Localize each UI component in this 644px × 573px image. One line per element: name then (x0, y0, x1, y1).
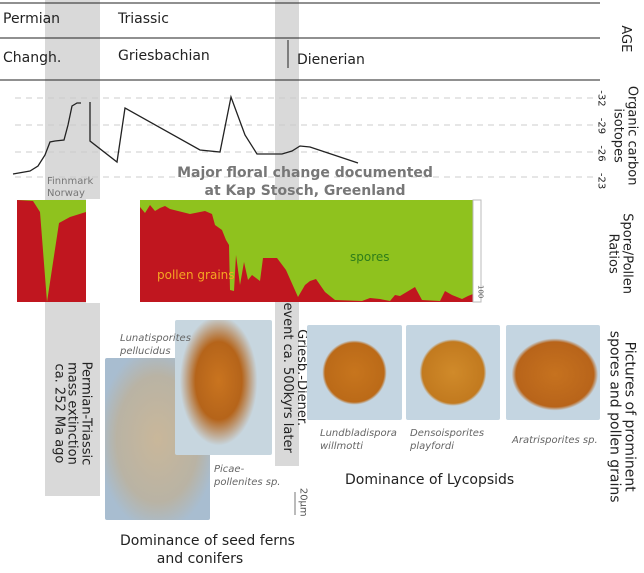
ext-2: mass extinction (64, 362, 80, 465)
species-aratrisporites: Aratrisporites sp. (512, 435, 598, 446)
photo-aratrisporites (506, 325, 600, 420)
photo-piceapollenites (175, 320, 272, 455)
diener-label: Griesb.-Diener. event ca. 500kyrs later (280, 300, 310, 455)
stage-changhsingian: Changh. (3, 50, 62, 66)
isotope-ticks: -32 -29 -26 -23 (595, 90, 607, 189)
pictures-2: spores and pollen grains (607, 330, 623, 503)
species-densoisporites: Densoisporites playfordi (410, 427, 484, 453)
ratios-1: Spore/Pollen (619, 213, 635, 294)
ext-3: ca. 252 Ma ago (51, 363, 67, 464)
tick: -32 (595, 90, 607, 107)
period-triassic: Triassic (118, 11, 169, 27)
species-name: Lunatisporites (120, 333, 191, 344)
photo-lundbladispora (307, 325, 402, 420)
diener-2: event ca. 500kyrs later (280, 302, 296, 453)
caption-lycopsids: Dominance of Lycopsids (345, 472, 515, 488)
stage-griesbachian: Griesbachian (118, 48, 210, 64)
headline: Major floral change documented at Kap Sto… (130, 164, 480, 200)
tick: -26 (595, 145, 607, 162)
isotopes-label: Organic carbon isotopes (611, 81, 640, 191)
species-name: playfordi (410, 441, 455, 452)
species-lundbladispora: Lundbladispora willmotti (320, 427, 397, 453)
pictures-label: Pictures of prominent spores and pollen g… (607, 327, 638, 507)
scale-label: 20µm (297, 487, 309, 517)
period-permian: Permian (3, 11, 61, 27)
headline-1: Major floral change documented (177, 165, 433, 181)
pollen-area-kap-stosch (140, 205, 473, 302)
species-piceapollenites: Picae-pollenites sp. (214, 463, 281, 489)
ratio-tick: 100 (476, 284, 485, 299)
species-name: pellucidus (120, 346, 171, 357)
isotope-curve-kap-stosch (89, 94, 359, 164)
caption-left-1: Dominance of seed ferns (120, 533, 295, 549)
caption-seed-ferns: Dominance of seed ferns and conifers (120, 532, 295, 568)
ratios-label: Spore/Pollen Ratios (606, 204, 635, 304)
ext-1: Permian-Triassic (78, 361, 94, 466)
isotopes-label-2: isotopes (611, 108, 626, 163)
photo-densoisporites (406, 325, 500, 420)
spores-label: spores (350, 250, 390, 264)
stage-dienerian: Dienerian (297, 52, 365, 68)
pictures-1: Pictures of prominent (621, 341, 638, 492)
species-name: Densoisporites (410, 428, 485, 439)
ratio-axis (472, 199, 482, 303)
age-label: AGE (617, 25, 633, 53)
tick: -23 (595, 172, 607, 190)
finnmark-1: Finnmark (47, 176, 94, 187)
isotopes-label-1: Organic carbon (624, 85, 640, 186)
species-name: pollenites sp. (214, 477, 281, 488)
pollen-area-finnmark (17, 200, 86, 302)
caption-left-2: and conifers (156, 551, 244, 568)
headline-2: at Kap Stosch, Greenland (204, 183, 406, 200)
ratios-2: Ratios (606, 233, 621, 274)
tick: -29 (595, 117, 607, 135)
finnmark-2: Norway (47, 188, 85, 199)
finnmark-label: Finnmark Norway (47, 176, 93, 200)
species-name: willmotti (320, 441, 363, 452)
data-gap (86, 199, 140, 303)
extinction-label: Permian-Triassic mass extinction ca. 252 M… (51, 333, 94, 493)
isotope-curve-finnmark (12, 102, 81, 175)
species-name: Picae- (214, 464, 245, 475)
species-lunatisporites: Lunatisporites pellucidus (120, 332, 191, 358)
species-name: Lundbladispora (320, 428, 397, 439)
pollen-label: pollen grains (157, 268, 235, 282)
